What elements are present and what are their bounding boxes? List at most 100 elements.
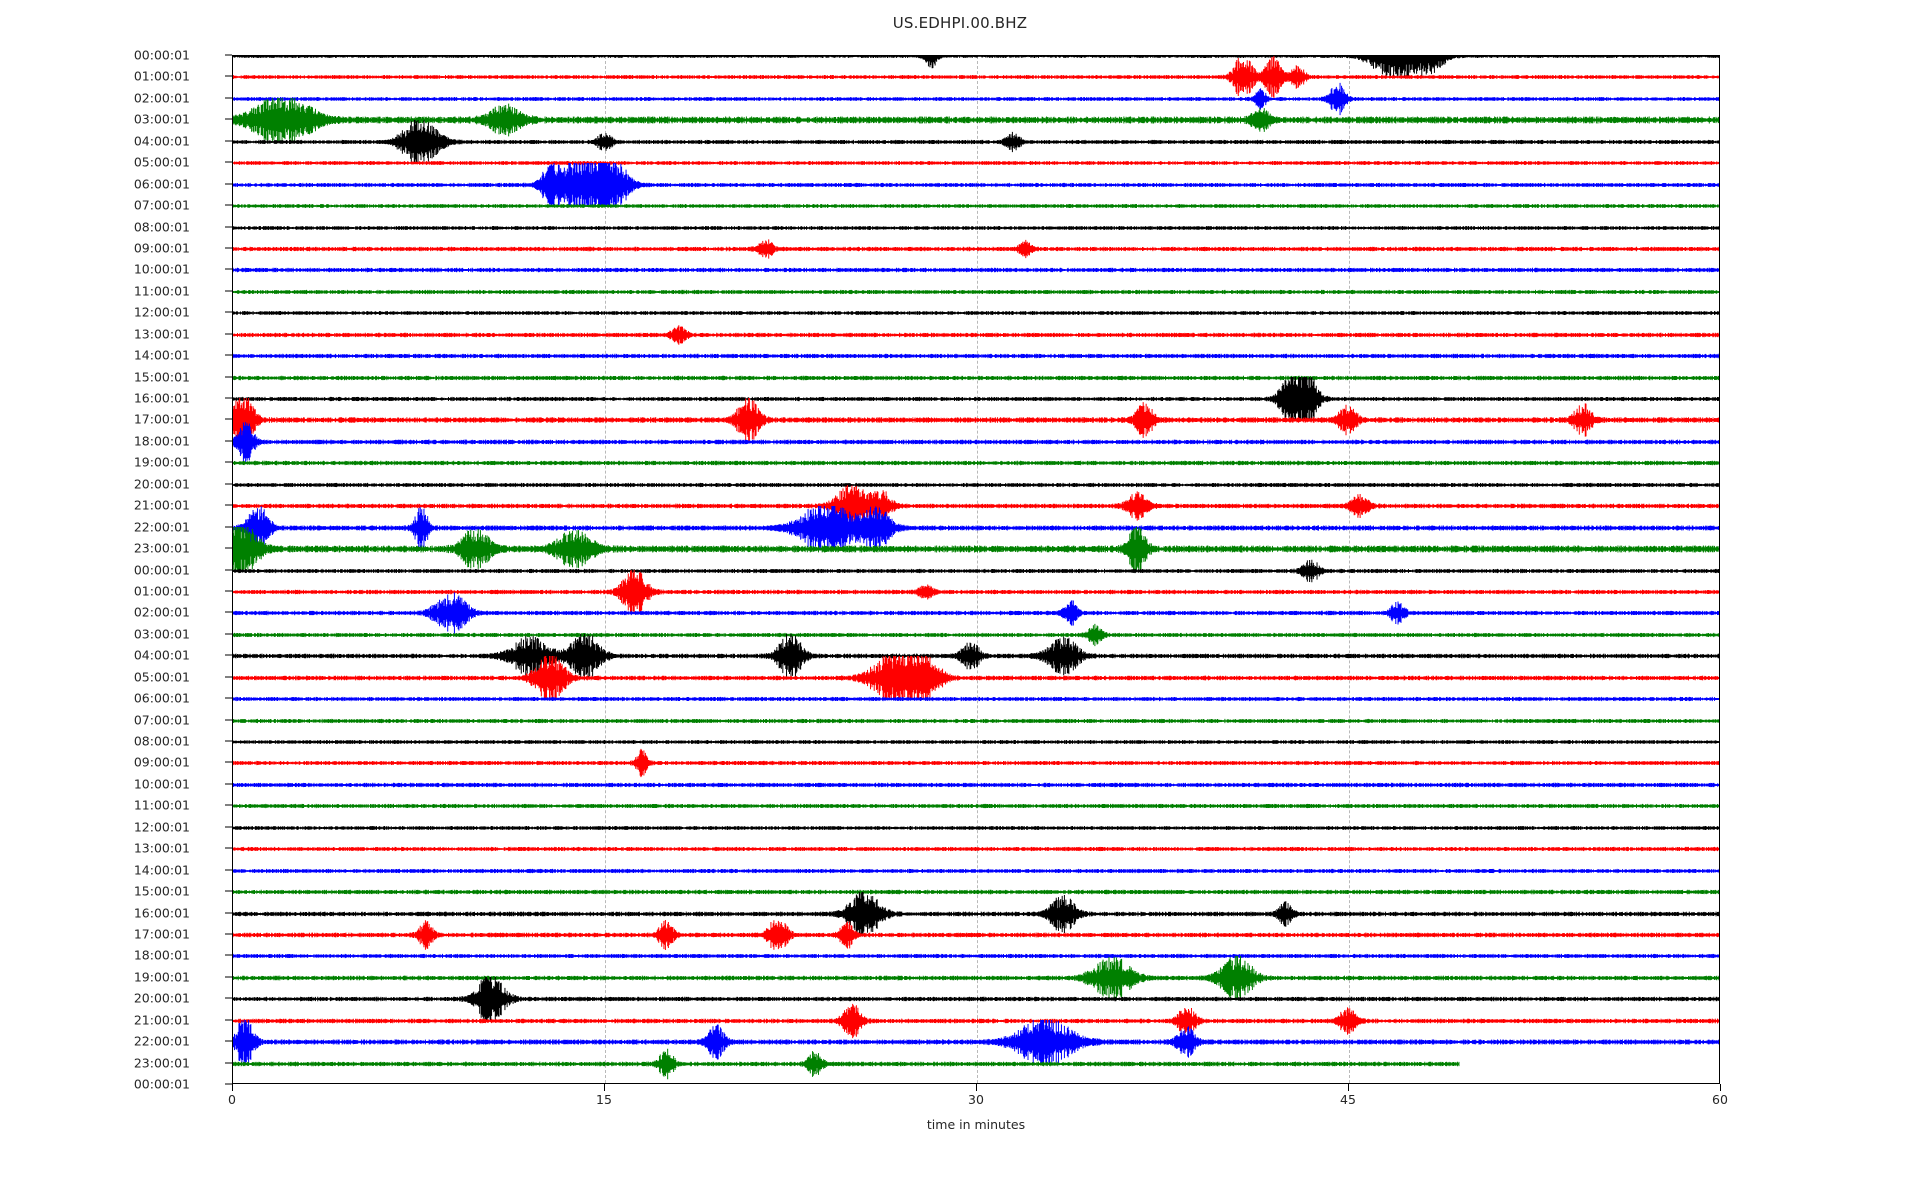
y-tick-label: 19:00:01: [133, 454, 190, 470]
trace-path: [233, 325, 1719, 345]
y-tick-label: 08:00:01: [133, 733, 190, 749]
x-tick-label: 15: [596, 1092, 612, 1107]
trace-path: [233, 161, 1719, 165]
y-tick-mark: [225, 268, 232, 270]
seismogram-trace: [233, 97, 1719, 143]
y-tick-label: 15:00:01: [133, 883, 190, 899]
seismogram-trace: [233, 933, 1719, 979]
y-tick-label: 13:00:01: [133, 326, 190, 342]
seismogram-trace: [233, 269, 1719, 315]
seismogram-trace: [233, 205, 1719, 251]
trace-path: [233, 783, 1719, 787]
y-tick-label: 17:00:01: [133, 411, 190, 427]
seismogram-trace: [233, 676, 1719, 722]
y-tick-label: 07:00:01: [133, 712, 190, 728]
y-tick-mark: [225, 912, 232, 913]
y-tick-mark: [225, 954, 232, 956]
seismogram-trace: [233, 783, 1719, 829]
trace-path: [233, 98, 1719, 142]
y-tick-mark: [225, 161, 232, 163]
trace-path: [233, 1004, 1719, 1038]
trace-path: [233, 624, 1719, 646]
trace-path: [233, 56, 1719, 98]
x-tick-mark: [976, 1084, 977, 1091]
trace-path: [233, 226, 1719, 230]
seismogram-trace: [233, 419, 1719, 465]
y-tick-mark: [225, 976, 232, 978]
y-tick-mark: [225, 247, 232, 249]
trace-path: [233, 740, 1719, 744]
trace-path: [233, 826, 1719, 830]
trace-path: [233, 83, 1719, 115]
y-tick-label: 06:00:01: [133, 176, 190, 192]
page-title: US.EDHPI.00.BHZ: [892, 14, 1028, 32]
y-tick-label: 23:00:01: [133, 540, 190, 556]
y-tick-mark: [225, 97, 232, 99]
y-tick-label: 11:00:01: [133, 283, 190, 299]
seismogram-trace: [233, 56, 1719, 100]
y-tick-mark: [225, 847, 232, 849]
y-tick-mark: [225, 740, 232, 742]
seismogram-trace: [233, 912, 1719, 958]
trace-path: [233, 239, 1719, 258]
trace-path: [233, 354, 1719, 358]
y-tick-mark: [225, 75, 232, 77]
y-tick-mark: [225, 804, 232, 806]
y-tick-label: 09:00:01: [133, 754, 190, 770]
trace-path: [233, 749, 1719, 777]
y-tick-label: 23:00:01: [133, 1055, 190, 1071]
y-tick-label: 02:00:01: [133, 90, 190, 106]
seismogram-trace: [233, 440, 1719, 486]
y-tick-label: 16:00:01: [133, 905, 190, 920]
y-tick-label: 00:00:01: [133, 1076, 190, 1092]
seismogram-trace: [233, 976, 1719, 1022]
y-tick-mark: [225, 440, 232, 442]
trace-path: [233, 1020, 1719, 1064]
y-tick-mark: [225, 611, 232, 613]
x-tick-mark: [1348, 1084, 1349, 1091]
y-tick-mark: [225, 826, 232, 828]
seismogram-trace: [233, 462, 1719, 508]
trace-path: [233, 290, 1719, 294]
seismogram-trace: [233, 740, 1719, 786]
seismogram-trace: [233, 869, 1719, 915]
y-tick-label: 13:00:01: [133, 840, 190, 856]
trace-path: [233, 398, 1719, 442]
trace-path: [233, 697, 1719, 701]
y-tick-mark: [225, 783, 232, 785]
y-tick-label: 03:00:01: [133, 626, 190, 642]
trace-path: [233, 527, 1719, 571]
x-tick-label: 60: [1712, 1092, 1728, 1107]
seismogram-trace: [233, 226, 1719, 272]
seismogram-trace: [233, 548, 1719, 594]
y-tick-label: 06:00:01: [133, 690, 190, 706]
trace-path: [233, 954, 1719, 958]
trace-path: [233, 559, 1719, 582]
y-tick-mark: [225, 547, 232, 549]
y-tick-label: 01:00:01: [133, 583, 190, 599]
seismogram-trace: [233, 612, 1719, 658]
trace-path: [233, 204, 1719, 208]
y-tick-label: 16:00:01: [133, 390, 190, 406]
y-tick-label: 10:00:01: [133, 261, 190, 277]
seismogram-trace: [233, 397, 1719, 443]
trace-path: [233, 375, 1719, 379]
y-tick-label: 20:00:01: [133, 990, 190, 1006]
trace-path: [233, 892, 1719, 936]
y-tick-label: 12:00:01: [133, 304, 190, 320]
y-tick-mark: [225, 1062, 232, 1064]
seismogram-trace: [233, 891, 1719, 937]
y-tick-mark: [225, 1019, 232, 1021]
trace-path: [233, 163, 1719, 207]
y-tick-mark: [225, 204, 232, 206]
y-tick-label: 21:00:01: [133, 497, 190, 513]
y-tick-label: 11:00:01: [133, 797, 190, 813]
y-tick-label: 22:00:01: [133, 519, 190, 535]
y-tick-mark: [225, 140, 232, 142]
y-tick-mark: [225, 461, 232, 463]
y-tick-mark: [225, 590, 232, 592]
y-tick-label: 20:00:01: [133, 476, 190, 492]
y-tick-mark: [225, 1083, 232, 1085]
